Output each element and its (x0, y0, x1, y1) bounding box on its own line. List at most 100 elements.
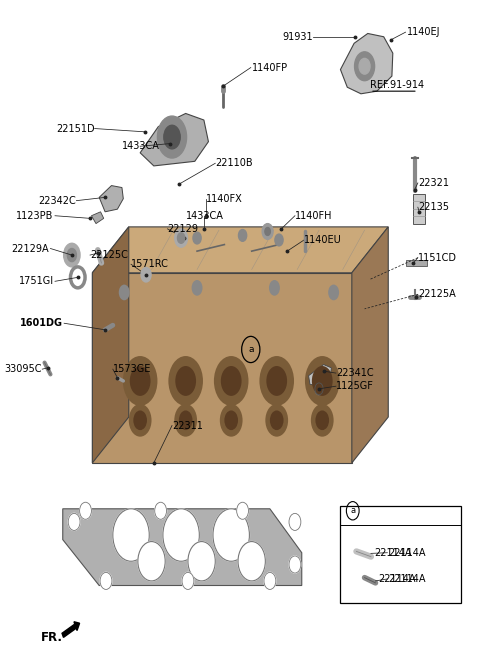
Circle shape (269, 280, 280, 296)
Text: 1123PB: 1123PB (16, 211, 54, 221)
Circle shape (262, 223, 273, 239)
FancyArrow shape (62, 622, 80, 637)
Text: a: a (248, 345, 253, 354)
Text: 1140FP: 1140FP (252, 62, 288, 72)
Text: 1125GF: 1125GF (336, 381, 374, 391)
Text: 1140EU: 1140EU (304, 235, 342, 245)
Circle shape (178, 233, 185, 243)
Text: 1751GI: 1751GI (19, 277, 54, 286)
Circle shape (123, 356, 157, 406)
Polygon shape (92, 227, 129, 463)
Circle shape (259, 356, 294, 406)
Text: 1433CA: 1433CA (122, 141, 160, 151)
Text: 91931: 91931 (283, 32, 313, 42)
Text: 22125A: 22125A (418, 289, 456, 300)
Text: 1151CD: 1151CD (418, 253, 457, 263)
Circle shape (119, 284, 130, 300)
Bar (406, 260, 427, 266)
Circle shape (220, 404, 242, 437)
Circle shape (328, 284, 339, 300)
Text: 1140EJ: 1140EJ (407, 27, 440, 37)
Text: 33095C: 33095C (4, 364, 41, 374)
Circle shape (239, 229, 247, 241)
Text: FR.: FR. (41, 631, 63, 645)
Polygon shape (91, 212, 104, 223)
Circle shape (80, 502, 91, 519)
Text: 22114A: 22114A (374, 548, 412, 558)
Polygon shape (140, 114, 208, 166)
Circle shape (238, 541, 265, 581)
Text: 22114A: 22114A (388, 574, 426, 584)
Text: 22311: 22311 (172, 420, 203, 430)
Text: REF.91-914: REF.91-914 (370, 79, 424, 89)
Circle shape (155, 502, 167, 519)
Circle shape (311, 404, 334, 437)
Circle shape (270, 411, 284, 430)
Circle shape (213, 509, 250, 561)
Text: 1140FX: 1140FX (206, 194, 243, 204)
Circle shape (64, 243, 80, 267)
Text: 1601DG: 1601DG (20, 318, 63, 328)
Text: a: a (350, 507, 355, 515)
Circle shape (129, 404, 152, 437)
Circle shape (312, 366, 333, 396)
Text: 22110B: 22110B (215, 158, 253, 168)
Text: 22125C: 22125C (90, 250, 128, 260)
Circle shape (100, 572, 112, 589)
Circle shape (305, 356, 339, 406)
Circle shape (138, 541, 165, 581)
Polygon shape (309, 365, 331, 386)
Circle shape (289, 513, 301, 530)
Circle shape (130, 366, 151, 396)
Text: 22129: 22129 (168, 224, 198, 234)
Text: 1571RC: 1571RC (131, 260, 169, 269)
Circle shape (237, 502, 249, 519)
Circle shape (315, 411, 329, 430)
Text: 1433CA: 1433CA (186, 211, 224, 221)
Text: 1573GE: 1573GE (113, 364, 151, 374)
Circle shape (113, 509, 149, 561)
Circle shape (192, 280, 203, 296)
Text: 22114A: 22114A (388, 548, 426, 558)
Circle shape (221, 366, 241, 396)
Text: 22342C: 22342C (39, 196, 76, 206)
Circle shape (266, 366, 287, 396)
Bar (413, 194, 425, 223)
Text: 22151D: 22151D (56, 124, 95, 133)
Circle shape (265, 227, 270, 235)
Circle shape (264, 572, 276, 589)
Circle shape (188, 541, 215, 581)
Circle shape (164, 125, 180, 149)
Circle shape (141, 267, 151, 282)
Circle shape (175, 229, 188, 247)
Circle shape (157, 116, 187, 158)
Circle shape (289, 556, 301, 573)
Circle shape (214, 356, 249, 406)
Circle shape (174, 404, 197, 437)
Polygon shape (340, 34, 393, 94)
Polygon shape (63, 509, 302, 585)
Polygon shape (99, 185, 123, 212)
Circle shape (182, 572, 194, 589)
Circle shape (355, 52, 374, 81)
Circle shape (265, 404, 288, 437)
Text: 1140FH: 1140FH (295, 211, 333, 221)
Circle shape (68, 513, 80, 530)
Text: 22114A: 22114A (378, 574, 416, 584)
Circle shape (175, 366, 196, 396)
Bar (340, 505, 461, 602)
Polygon shape (352, 227, 388, 463)
Polygon shape (92, 227, 388, 273)
Circle shape (193, 232, 201, 244)
Text: 22321: 22321 (418, 178, 449, 188)
Circle shape (133, 411, 147, 430)
Circle shape (275, 234, 283, 246)
Circle shape (168, 356, 203, 406)
Circle shape (163, 509, 199, 561)
Circle shape (359, 58, 370, 74)
Polygon shape (92, 273, 352, 463)
Circle shape (179, 411, 192, 430)
Circle shape (315, 383, 323, 395)
Text: 22129A: 22129A (12, 244, 49, 254)
Text: 22341C: 22341C (336, 368, 373, 378)
